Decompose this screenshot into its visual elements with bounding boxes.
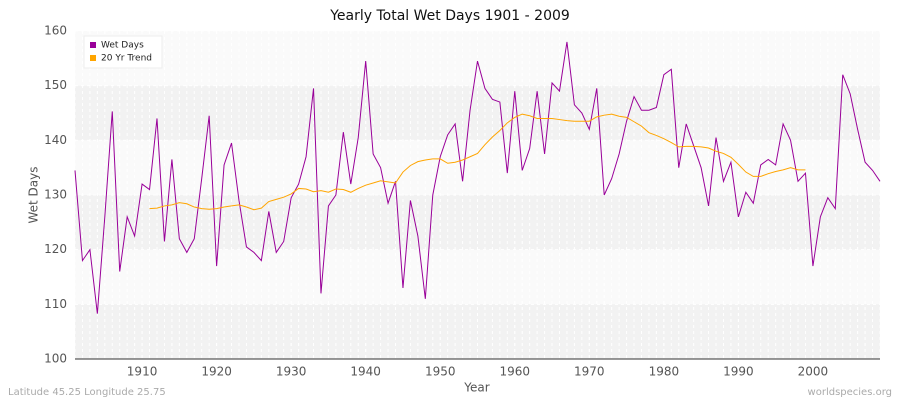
y-tick-label: 110 (44, 297, 67, 311)
x-tick-label: 1960 (499, 365, 530, 379)
footer-right: worldspecies.org (808, 387, 892, 398)
x-tick-label: 2000 (798, 365, 829, 379)
plot-band (75, 85, 880, 141)
x-tick-label: 1920 (201, 365, 232, 379)
x-tick-label: 1910 (127, 365, 158, 379)
chart-title: Yearly Total Wet Days 1901 - 2009 (329, 8, 570, 24)
x-tick-label: 1940 (350, 365, 381, 379)
y-tick-label: 130 (44, 188, 67, 202)
plot-band (75, 195, 880, 250)
footer-left: Latitude 45.25 Longitude 25.75 (8, 387, 166, 398)
x-tick-label: 1990 (723, 365, 754, 379)
legend-swatch (90, 42, 96, 48)
legend-label: Wet Days (101, 41, 144, 51)
legend-box (83, 35, 163, 69)
y-tick-label: 140 (44, 133, 67, 147)
x-tick-label: 1980 (649, 365, 680, 379)
x-tick-label: 1930 (276, 365, 307, 379)
x-tick-label: 1970 (574, 365, 605, 379)
y-tick-label: 120 (44, 242, 67, 256)
x-axis-label: Year (463, 381, 489, 395)
y-axis-label: Wet Days (27, 166, 41, 223)
y-tick-label: 150 (44, 78, 67, 92)
legend-swatch (90, 55, 96, 61)
y-tick-label: 100 (44, 352, 67, 366)
legend-label: 20 Yr Trend (101, 54, 152, 64)
y-tick-label: 160 (44, 24, 67, 38)
series-line (149, 113, 806, 211)
series-line (74, 41, 881, 314)
x-tick-label: 1950 (425, 365, 456, 379)
